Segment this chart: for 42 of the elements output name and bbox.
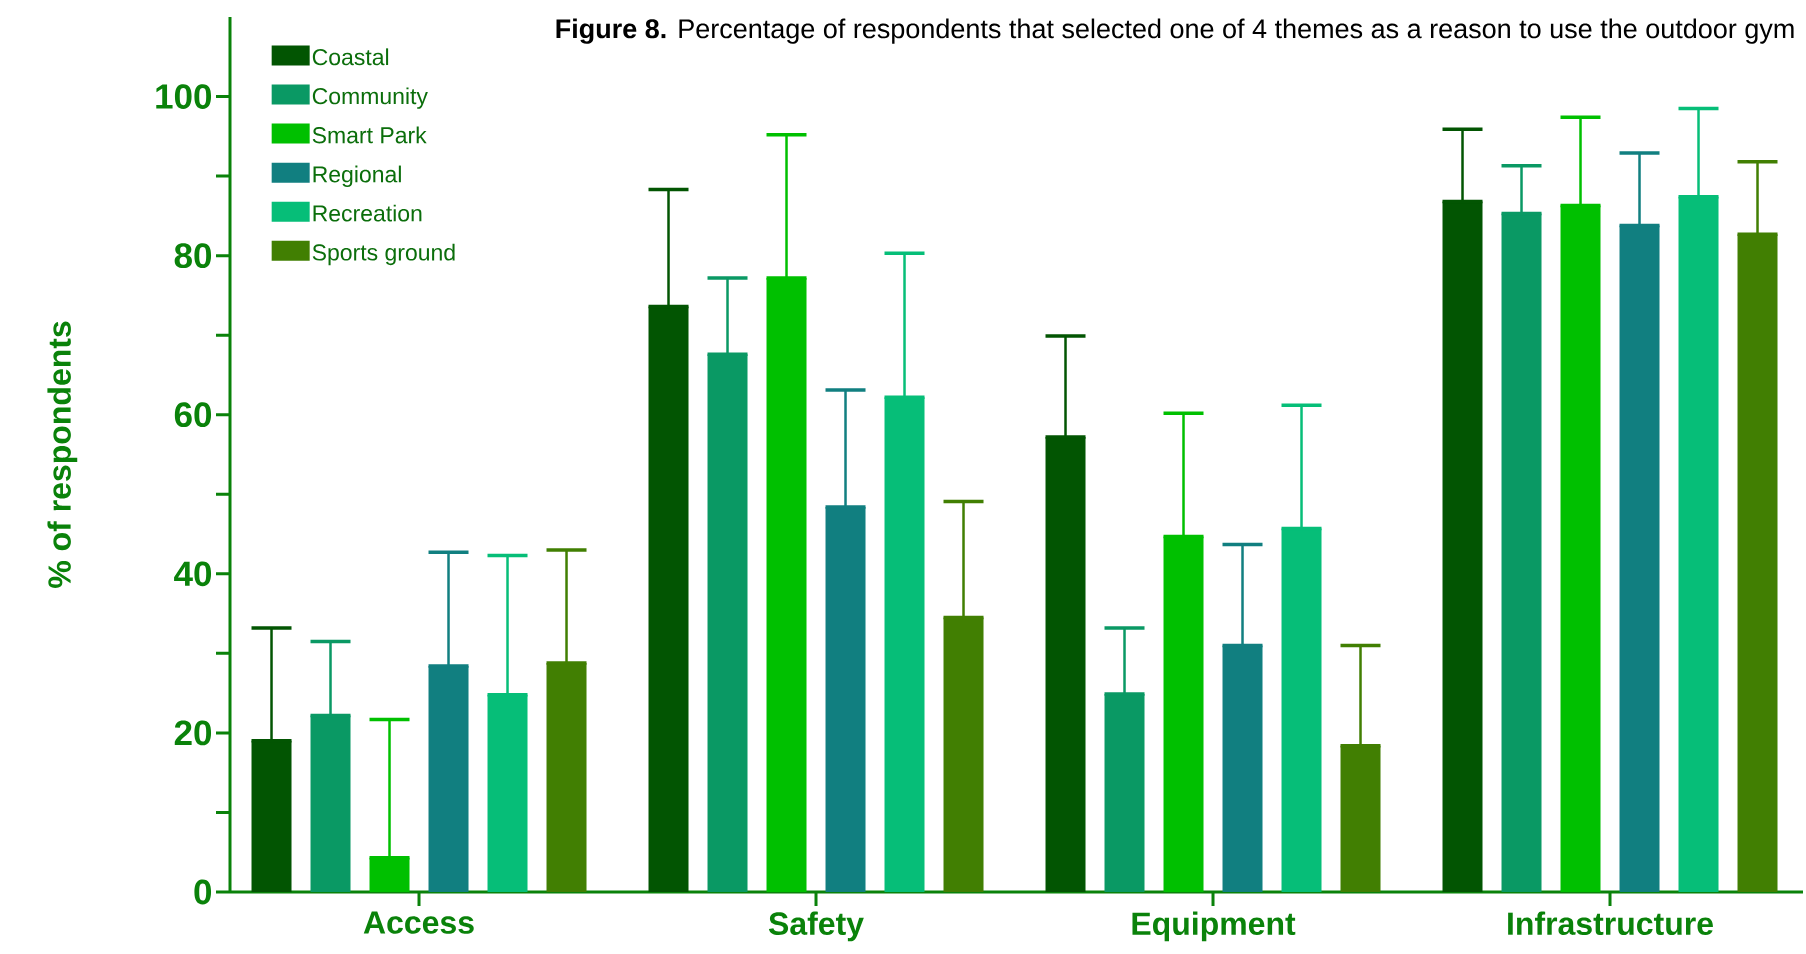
legend-label: Community bbox=[312, 87, 428, 109]
bar bbox=[1222, 645, 1263, 892]
bar bbox=[310, 715, 351, 892]
legend-label: Regional bbox=[313, 165, 401, 187]
bar bbox=[1163, 536, 1204, 892]
bar bbox=[1045, 436, 1086, 892]
y-tick-label: 20 bbox=[174, 720, 212, 746]
legend-label: Recreation bbox=[313, 204, 422, 222]
bar bbox=[1442, 201, 1483, 892]
bar bbox=[1104, 693, 1145, 892]
x-tick-label: Infrastructure bbox=[1508, 911, 1713, 936]
bar bbox=[884, 397, 925, 892]
bar bbox=[1619, 225, 1660, 892]
bar bbox=[825, 506, 866, 892]
y-axis-title: % of respondents bbox=[47, 321, 78, 588]
y-tick-label: 0 bbox=[194, 879, 212, 905]
bar bbox=[369, 857, 410, 892]
x-tick-label: Safety bbox=[768, 911, 864, 942]
bar bbox=[648, 306, 689, 892]
bar bbox=[251, 740, 292, 892]
bar bbox=[707, 354, 748, 892]
bar bbox=[943, 617, 984, 892]
x-tick-label: Equipment bbox=[1132, 911, 1296, 942]
bar bbox=[546, 662, 587, 892]
legend-label: Sports ground bbox=[312, 243, 455, 266]
bar bbox=[1281, 528, 1322, 892]
legend-label: Coastal bbox=[312, 48, 389, 66]
x-tick-label: Access bbox=[363, 911, 474, 934]
bar bbox=[766, 277, 807, 892]
y-tick-label: 40 bbox=[174, 561, 212, 587]
bar bbox=[1678, 196, 1719, 892]
bar bbox=[428, 666, 469, 892]
bar bbox=[1501, 213, 1542, 892]
y-tick-label: 60 bbox=[174, 402, 212, 428]
y-tick-label: 80 bbox=[174, 243, 212, 269]
bar bbox=[487, 694, 528, 892]
bar bbox=[1737, 234, 1778, 892]
chart-title: Figure 8. Percentage of respondents that selected one of 4 themes as a reason to use the outdoor gym bbox=[556, 18, 1794, 44]
y-tick-label: 100 bbox=[156, 84, 212, 109]
bar bbox=[1560, 205, 1601, 892]
legend-label: Smart Park bbox=[312, 126, 427, 144]
bar bbox=[1340, 745, 1381, 892]
